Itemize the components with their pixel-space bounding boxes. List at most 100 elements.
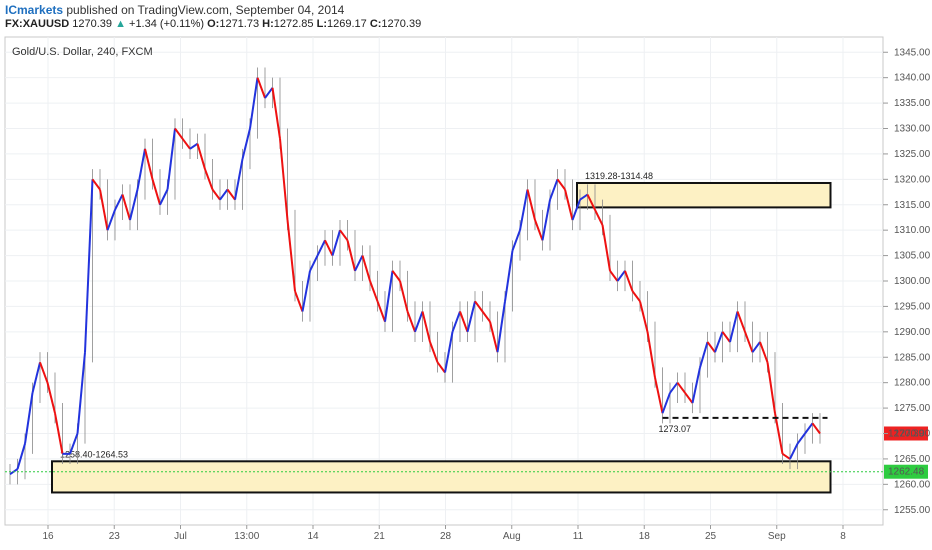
y-tick-label: 1285.00 [894,352,931,363]
price-segment [736,311,746,333]
price-segment [811,422,821,435]
x-tick-label: 13:00 [234,531,259,542]
price-segment [91,178,101,191]
price-segment [39,361,49,384]
y-tick-label: 1345.00 [894,47,931,58]
price-segment [226,188,236,201]
y-tick-label: 1335.00 [894,98,931,109]
low-label: L: [316,18,327,30]
price-segment [721,331,731,343]
y-tick-label: 1290.00 [894,327,931,338]
x-tick-label: 23 [109,531,121,542]
price-segment [489,321,499,353]
price-segment [234,158,244,200]
y-tick-label: 1305.00 [894,251,931,262]
price-segment [556,178,566,191]
price-segment [511,229,521,251]
green-price-text: 1262.48 [888,467,925,478]
price-segment [594,209,604,226]
price-segment [699,341,709,368]
x-tick-label: 21 [374,531,386,542]
price-segment [46,382,56,414]
y-tick-label: 1330.00 [894,124,931,135]
price-segment [174,127,184,140]
price-segment [384,270,394,322]
price-segment [691,367,701,404]
price-segment [279,138,289,221]
y-tick-label: 1280.00 [894,378,931,389]
price-segment [429,341,439,363]
price-segment [249,77,259,129]
price-segment [181,138,191,150]
high-value: 1272.85 [273,18,314,30]
price-segment [219,188,229,201]
x-tick-label: 28 [440,531,452,542]
zone-label: 1258.40-1264.53 [60,449,128,459]
price-segment [646,331,656,378]
price-segment [376,300,386,323]
price-segment [106,209,116,231]
price-segment [774,412,784,455]
price-segment [211,188,221,201]
price-segment [121,194,131,221]
price-segment [391,270,401,282]
price-segment [451,311,461,333]
price-segment [309,255,319,272]
x-tick-label: Jul [174,531,187,542]
y-tick-label: 1295.00 [894,301,931,312]
price-segment [346,240,356,272]
price-segment [331,229,341,256]
supply-demand-zone [51,460,832,494]
price-segment [541,199,551,241]
price-segment [414,311,424,333]
x-tick-label: 14 [307,531,319,542]
price-segment [324,239,334,257]
price-segment [166,128,176,190]
price-segment [474,300,484,313]
price-segment [136,148,146,190]
y-tick-label: 1310.00 [894,225,931,236]
price-segment [676,382,686,394]
price-segment [354,255,364,272]
price-segment [189,142,199,150]
price-segment [549,178,559,201]
price-segment [301,270,311,312]
price-segment [571,199,581,221]
y-tick-label: 1260.00 [894,479,931,490]
y-tick-label: 1325.00 [894,149,931,160]
price-segment [69,433,79,455]
chart-title: Gold/U.S. Dollar, 240, FXCM [12,46,153,58]
price-segment [616,270,626,282]
price-segment [481,310,491,323]
price-segment [601,224,611,271]
price-segment [406,311,416,333]
y-tick-label: 1270.00 [894,429,931,440]
publisher-link[interactable]: ICmarkets [5,3,64,17]
price-segment [751,341,761,353]
price-segment [669,382,679,394]
price-segment [421,311,431,343]
low-value: 1269.17 [326,18,367,30]
green-price-tag [884,464,928,479]
price-segment [256,77,266,99]
support-label: 1273.07 [659,424,692,434]
ohlc-line: FX:XAUUSD 1270.39 ▲ +1.34 (+0.11%) O:127… [5,18,421,30]
price-segment [294,290,304,312]
x-tick-label: 16 [42,531,54,542]
price-segment [466,301,476,333]
y-tick-label: 1315.00 [894,200,931,211]
x-tick-label: 25 [705,531,717,542]
price-segment [781,453,791,460]
x-tick-label: 18 [639,531,651,542]
grid [5,37,883,525]
price-segment [564,189,574,221]
price-segment [54,412,64,455]
price-segment [271,87,281,139]
price-segment [661,392,671,414]
last-price: 1270.39 [72,18,112,30]
price-segment [729,311,739,343]
open-label: O: [207,18,220,30]
chart-header: ICmarkets published on TradingView.com, … [0,0,932,34]
price-segment [744,331,754,353]
